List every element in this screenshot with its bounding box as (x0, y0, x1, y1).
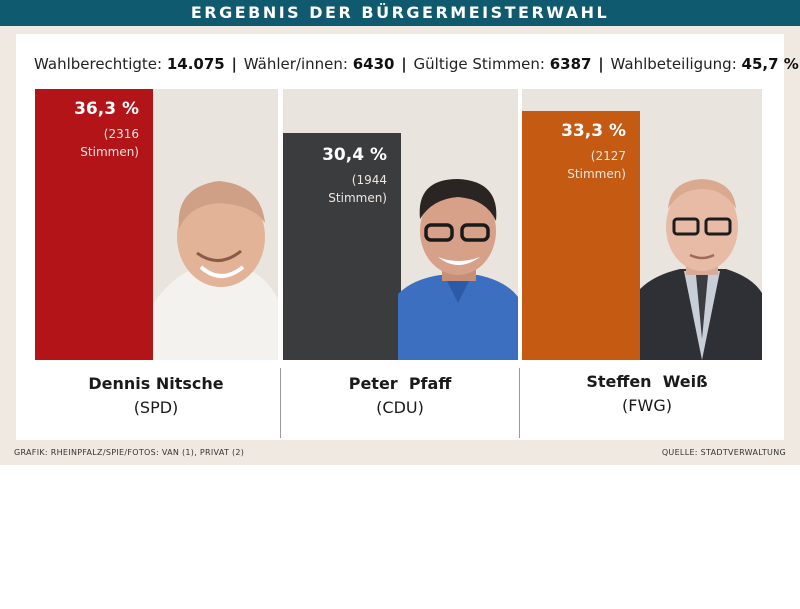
candidate-photo-nitsche (153, 181, 278, 360)
candidate-panel-pfaff: 30,4 % (1944 Stimmen) (283, 89, 518, 360)
votes-count: (2127 (590, 149, 626, 163)
eligible-label: Wahlberechtigte: (34, 55, 163, 73)
candidate-name-nitsche: Dennis Nitsche (88, 374, 224, 393)
bar-value-label: 30,4 % (322, 145, 387, 165)
votes-unit: Stimmen) (567, 167, 626, 181)
valid-votes-value: 6387 (549, 55, 592, 73)
column-divider (280, 368, 281, 438)
votes-unit: Stimmen) (80, 145, 139, 159)
votes-count: (2316 (103, 127, 139, 141)
bar-votes-label: (2127 Stimmen) (567, 147, 626, 183)
bar-weiss: 33,3 % (2127 Stimmen) (522, 111, 640, 360)
candidate-name-weiss: Steffen Weiß (586, 372, 708, 391)
votes-unit: Stimmen) (328, 191, 387, 205)
column-divider (519, 368, 520, 438)
turnout-value: 45,7 % (741, 55, 799, 73)
candidate-party-cdu: (CDU) (376, 398, 424, 417)
voters-value: 6430 (352, 55, 395, 73)
eligible-value: 14.075 (166, 55, 225, 73)
bar-value-label: 33,3 % (561, 121, 626, 141)
candidate-panel-weiss: 33,3 % (2127 Stimmen) (522, 89, 762, 360)
bar-pfaff: 30,4 % (1944 Stimmen) (283, 133, 401, 360)
turnout-label: Wahlbeteiligung: (610, 55, 737, 73)
turnout-stats: Wahlberechtigte: 14.075 | Wähler/innen: … (34, 52, 799, 76)
candidate-party-spd: (SPD) (133, 398, 179, 417)
candidate-party-fwg: (FWG) (622, 396, 672, 415)
voters-label: Wähler/innen: (243, 55, 348, 73)
bar-votes-label: (1944 Stimmen) (328, 171, 387, 207)
candidate-name-pfaff: Peter Pfaff (348, 374, 452, 393)
candidate-panel-nitsche: 36,3 % (2316 Stimmen) (35, 89, 278, 360)
source-credit: QUELLE: STADTVERWALTUNG (661, 448, 786, 457)
bar-votes-label: (2316 Stimmen) (80, 125, 139, 161)
bar-value-label: 36,3 % (74, 99, 139, 119)
candidate-photo-weiss (640, 179, 762, 360)
bar-nitsche: 36,3 % (2316 Stimmen) (35, 89, 153, 360)
graphic-title: ERGEBNIS DER BÜRGERMEISTERWAHL (0, 0, 800, 26)
results-graphic: ERGEBNIS DER BÜRGERMEISTERWAHL Wahlberec… (0, 0, 800, 465)
stats-separator: | (401, 55, 407, 73)
photo-credit: GRAFIK: RHEINPFALZ/SPIE/FOTOS: VAN (1), … (14, 448, 245, 457)
candidate-photo-pfaff (398, 179, 518, 360)
votes-count: (1944 (351, 173, 387, 187)
stats-separator: | (231, 55, 237, 73)
valid-votes-label: Gültige Stimmen: (413, 55, 545, 73)
stats-separator: | (598, 55, 604, 73)
